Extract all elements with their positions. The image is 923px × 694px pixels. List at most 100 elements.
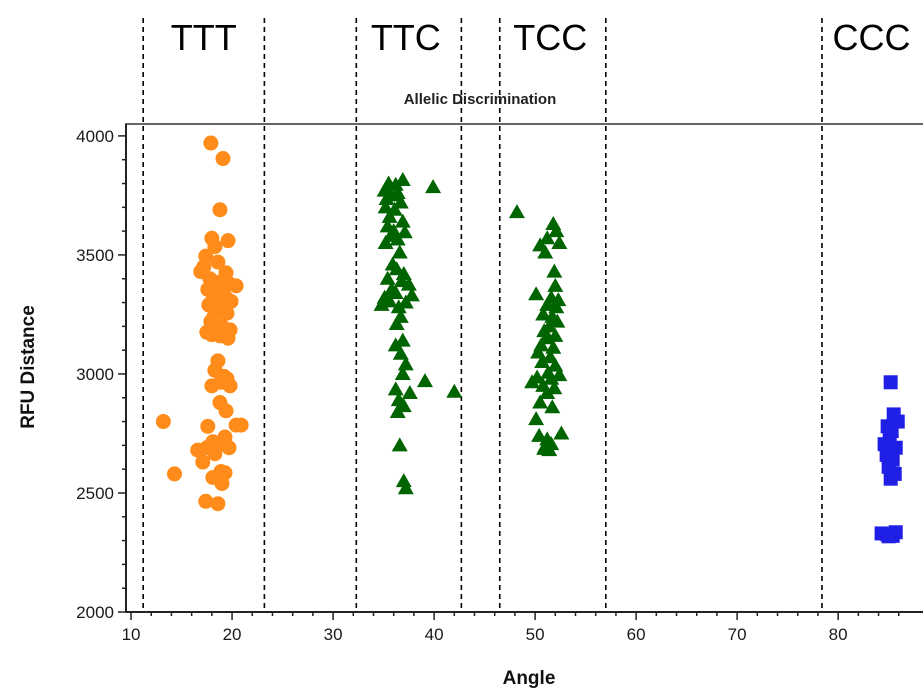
x-tick-label-70: 70 bbox=[728, 625, 747, 644]
x-tick-label-50: 50 bbox=[526, 625, 545, 644]
data-point-s0-22 bbox=[219, 305, 235, 321]
data-point-s2-38 bbox=[553, 425, 570, 440]
data-point-s1-40 bbox=[394, 365, 411, 380]
data-point-s2-19 bbox=[547, 327, 564, 342]
data-points bbox=[155, 135, 905, 544]
plot-frame bbox=[125, 123, 923, 613]
data-point-s1-27 bbox=[387, 285, 404, 300]
data-point-s1-22 bbox=[395, 265, 412, 280]
data-point-s0-56 bbox=[166, 466, 182, 482]
data-point-s2-39 bbox=[531, 427, 548, 442]
data-point-s1-41 bbox=[416, 373, 433, 388]
data-point-s1-7 bbox=[378, 190, 395, 205]
data-point-s0-58 bbox=[198, 493, 214, 509]
cluster-label-ccc: CCC bbox=[832, 17, 910, 58]
cluster-labels: TTT TTC TCC CCC bbox=[171, 17, 911, 58]
y-tick-label-4000: 4000 bbox=[76, 127, 114, 146]
x-tick-label-60: 60 bbox=[627, 625, 646, 644]
data-point-s2-30 bbox=[543, 370, 560, 385]
data-point-s1-35 bbox=[388, 315, 405, 330]
data-point-s1-15 bbox=[396, 224, 413, 239]
data-point-s1-43 bbox=[401, 384, 418, 399]
data-point-s0-1 bbox=[215, 151, 231, 167]
data-point-s0-37 bbox=[204, 378, 220, 394]
data-point-s1-48 bbox=[391, 437, 408, 452]
data-point-s0-7 bbox=[210, 254, 226, 270]
cluster-label-ttc: TTC bbox=[371, 17, 441, 58]
data-point-s0-5 bbox=[207, 239, 223, 255]
data-point-s2-3 bbox=[539, 230, 556, 245]
cluster-dividers bbox=[142, 18, 823, 612]
data-point-s0-40 bbox=[218, 403, 234, 419]
data-point-s1-11 bbox=[381, 208, 398, 223]
data-point-s1-3 bbox=[425, 179, 442, 194]
data-point-s1-30 bbox=[381, 293, 398, 308]
cluster-label-tcc: TCC bbox=[513, 17, 587, 58]
data-point-s0-19 bbox=[223, 293, 239, 309]
data-point-s1-47 bbox=[389, 404, 406, 419]
data-point-s0-52 bbox=[207, 446, 223, 462]
y-tick-label-3500: 3500 bbox=[76, 246, 114, 265]
data-point-s1-18 bbox=[377, 235, 394, 250]
data-point-s3-6 bbox=[877, 437, 892, 452]
x-tick-label-10: 10 bbox=[122, 625, 141, 644]
data-point-s1-38 bbox=[392, 345, 409, 360]
data-point-s2-37 bbox=[528, 411, 545, 426]
x-tick-label-80: 80 bbox=[829, 625, 848, 644]
data-point-s1-23 bbox=[379, 270, 396, 285]
data-point-s0-4 bbox=[220, 233, 236, 249]
data-point-s3-0 bbox=[883, 375, 898, 390]
cluster-label-ttt: TTT bbox=[171, 17, 237, 58]
data-point-s1-44 bbox=[446, 383, 463, 398]
data-point-s1-17 bbox=[389, 231, 406, 246]
data-point-s1-8 bbox=[392, 194, 409, 209]
data-point-s2-9 bbox=[528, 286, 545, 301]
data-point-s2-6 bbox=[537, 244, 554, 259]
x-tick-label-40: 40 bbox=[425, 625, 444, 644]
data-point-s2-0 bbox=[508, 204, 525, 219]
y-axis-ticks: 2000 2500 3000 3500 4000 bbox=[76, 127, 126, 622]
data-point-s1-49 bbox=[395, 473, 412, 488]
data-point-s0-0 bbox=[203, 135, 219, 151]
data-point-s0-44 bbox=[200, 418, 216, 434]
data-point-s0-51 bbox=[190, 442, 206, 458]
data-point-s1-19 bbox=[391, 244, 408, 259]
data-point-s0-38 bbox=[222, 378, 238, 394]
data-point-s1-32 bbox=[373, 296, 390, 311]
data-point-s2-7 bbox=[546, 263, 563, 278]
y-axis-title: RFU Distance bbox=[18, 305, 39, 429]
data-point-s2-28 bbox=[551, 367, 568, 382]
data-point-s3-12 bbox=[883, 471, 898, 486]
x-axis-title: Angle bbox=[503, 668, 556, 689]
data-point-s2-35 bbox=[532, 394, 549, 409]
data-point-s0-31 bbox=[220, 330, 236, 346]
data-point-s3-17 bbox=[881, 529, 896, 544]
data-point-s1-2 bbox=[387, 176, 404, 191]
data-point-s0-43 bbox=[233, 417, 249, 433]
data-point-s1-39 bbox=[397, 356, 414, 371]
data-point-s2-11 bbox=[550, 292, 567, 307]
data-point-s2-2 bbox=[548, 223, 565, 238]
data-point-s1-42 bbox=[387, 381, 404, 396]
data-point-s2-34 bbox=[539, 384, 556, 399]
data-point-s0-60 bbox=[214, 475, 230, 491]
data-point-s2-22 bbox=[545, 339, 562, 354]
data-point-s2-44 bbox=[541, 442, 558, 457]
x-tick-label-30: 30 bbox=[324, 625, 343, 644]
y-tick-label-2500: 2500 bbox=[76, 484, 114, 503]
data-point-s1-12 bbox=[394, 213, 411, 228]
data-point-s1-33 bbox=[390, 299, 407, 314]
data-point-s0-53 bbox=[195, 454, 211, 470]
x-axis-ticks: 10 20 30 40 50 60 70 80 bbox=[122, 612, 900, 644]
data-point-s0-14 bbox=[228, 278, 244, 294]
data-point-s2-14 bbox=[535, 306, 552, 321]
data-point-s0-2 bbox=[212, 202, 228, 218]
y-tick-label-2000: 2000 bbox=[76, 603, 114, 622]
data-point-s2-36 bbox=[544, 399, 561, 414]
data-point-s0-59 bbox=[210, 496, 226, 512]
data-point-s2-4 bbox=[551, 235, 568, 250]
data-point-s2-8 bbox=[547, 277, 564, 292]
data-point-s1-50 bbox=[397, 480, 414, 495]
data-point-s0-50 bbox=[221, 440, 237, 456]
